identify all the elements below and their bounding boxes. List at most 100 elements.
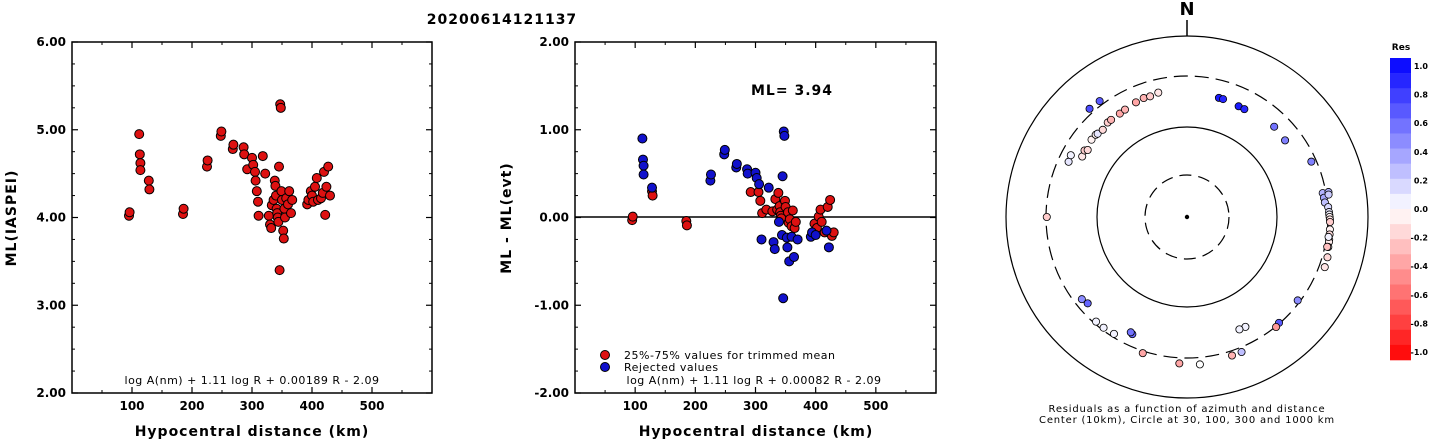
magnitude-point (286, 208, 296, 219)
station-residual-point (1098, 125, 1107, 134)
station-residual-point (1146, 92, 1155, 101)
magnitude-point (275, 102, 286, 113)
chart2-ytick-label: -2.00 (534, 386, 569, 400)
magnitude-point (274, 265, 285, 276)
magnitude-point (278, 233, 289, 244)
colorbar-cell (1390, 269, 1411, 285)
magnitude-point (253, 196, 263, 207)
station-residual-point (1195, 360, 1204, 369)
colorbar-cell (1390, 148, 1411, 164)
chart1-ytick-label: 6.00 (36, 35, 66, 49)
station-residual-point (1324, 190, 1333, 199)
rejected-residual-point (638, 169, 649, 180)
station-residual-point (1228, 351, 1237, 360)
rejected-residual-point (777, 171, 788, 182)
station-residual-point (1121, 105, 1130, 114)
station-residual-point (1085, 104, 1094, 113)
rejected-residual-point (782, 242, 793, 253)
chart1-xtick-label: 500 (359, 399, 384, 413)
station-residual-point (1064, 157, 1073, 166)
magnitude-point (202, 155, 213, 166)
station-residual-point (1042, 212, 1051, 221)
station-residual-point (1324, 232, 1333, 241)
colorbar-cell (1390, 58, 1411, 74)
magnitude-point (250, 175, 261, 186)
chart2-xtick-label: 300 (743, 399, 768, 413)
magnitude-point (274, 161, 284, 172)
magnitude-point (310, 181, 320, 192)
station-residual-point (1099, 323, 1108, 332)
colorbar-cell (1390, 118, 1411, 134)
chart1-xtick-label: 200 (179, 399, 204, 413)
chart1-ytick-label: 5.00 (36, 123, 66, 137)
station-residual-point (1066, 151, 1075, 160)
magnitude-point (257, 151, 268, 162)
colorbar-cell (1390, 133, 1411, 149)
chart2-ytick-label: 0.00 (539, 211, 569, 225)
rejected-residual-point (779, 130, 790, 141)
station-residual-point (1270, 122, 1279, 131)
residual-colorbar: Res 1.0 0.8 0.6 0.4 0.2 0.0 -0.2 -0.4 -0.6 -0.8 -1… (1390, 43, 1429, 361)
rejected-residual-point (769, 244, 780, 255)
rejected-residual-point (821, 225, 832, 236)
legend-accepted-marker (600, 350, 610, 360)
station-residual-point (1131, 98, 1140, 107)
colorbar-tick-label: -0.4 (1411, 262, 1429, 271)
colorbar-tick-label: -0.6 (1411, 291, 1429, 300)
chart2-xtick-label: 400 (803, 399, 828, 413)
chart1-xlabel: Hypocentral distance (km) (135, 424, 370, 440)
magnitude-point (250, 166, 260, 177)
epicenter-dot (1184, 214, 1190, 220)
chart2-ytick-label: 2.00 (539, 35, 569, 49)
station-residual-points (1042, 88, 1335, 369)
magnitude-point (260, 168, 271, 179)
polar-caption-line1: Residuals as a function of azimuth and d… (1049, 404, 1326, 415)
station-residual-point (1235, 325, 1244, 334)
colorbar-tick-label: 0.4 (1414, 148, 1429, 157)
accepted-residual-point (773, 187, 784, 198)
colorbar-cell (1390, 344, 1411, 361)
chart1-formula: log A(nm) + 1.11 log R + 0.00189 R - 2.0… (125, 374, 380, 387)
colorbar-ticks: 1.0 0.8 0.6 0.4 0.2 0.0 -0.2 -0.4 -0.6 -0.8 -1.0 (1411, 62, 1429, 357)
station-residual-point (1237, 348, 1246, 357)
magnitude-point (320, 209, 331, 220)
station-residual-point (1240, 105, 1249, 114)
rejected-residual-point (773, 216, 784, 227)
magnitude-point (143, 175, 154, 186)
ring-100km (1096, 126, 1278, 308)
station-residual-point (1109, 329, 1118, 338)
colorbar-cell (1390, 193, 1411, 210)
magnitude-point (251, 186, 262, 197)
station-residual-point (1326, 217, 1335, 226)
colorbar-cell (1390, 254, 1411, 270)
colorbar-tick-label: 1.0 (1414, 62, 1429, 71)
station-residual-point (1175, 359, 1184, 368)
colorbar-cell (1390, 239, 1411, 255)
rejected-residual-point (823, 242, 834, 253)
station-residual-point (1138, 349, 1147, 358)
legend-rejected-label: Rejected values (624, 361, 719, 374)
chart1-ytick-label: 4.00 (36, 211, 66, 225)
rejected-residual-point (705, 169, 716, 180)
rejected-residual-point (731, 158, 742, 169)
colorbar-tick-label: -0.8 (1411, 319, 1429, 328)
magnitude-point (134, 149, 145, 160)
magnitude-point (134, 129, 145, 140)
chart2-xtick-label: 100 (623, 399, 648, 413)
legend-rejected-marker (600, 362, 610, 372)
station-residual-point (1272, 323, 1281, 332)
colorbar-cell (1390, 299, 1411, 315)
station-residual-point (1281, 136, 1290, 145)
residual-points (627, 126, 839, 304)
magnitude-point (321, 181, 332, 192)
ring-30km (1144, 174, 1230, 260)
station-residual-point (1092, 317, 1101, 326)
colorbar-cell (1390, 73, 1411, 89)
station-residual-point (1154, 88, 1163, 97)
magnitude-point (325, 190, 335, 201)
colorbar-cell (1390, 88, 1411, 104)
colorbar-cell (1390, 284, 1411, 300)
magnitude-point (144, 184, 155, 195)
chart2-ticks: 100 200 300 400 500 -2.00 -1.00 0.00 1.00 2.00 (534, 35, 936, 413)
